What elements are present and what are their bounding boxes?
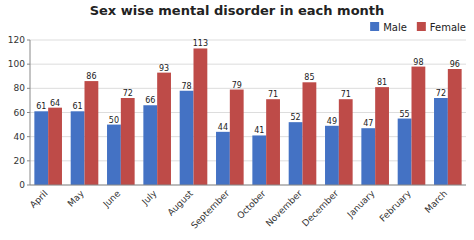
bar xyxy=(448,69,462,185)
data-label: 72 xyxy=(436,89,446,98)
grid-line xyxy=(30,185,466,186)
data-label: 86 xyxy=(86,72,96,81)
bar xyxy=(289,122,303,185)
data-label: 113 xyxy=(193,39,208,48)
bar xyxy=(339,99,353,185)
x-tick-label: September xyxy=(189,188,231,230)
grid-line xyxy=(30,40,466,41)
data-label: 55 xyxy=(400,110,410,119)
legend-label: Female xyxy=(430,22,466,33)
x-tick-label: December xyxy=(300,188,340,228)
x-axis xyxy=(30,185,466,186)
y-tick-label: 60 xyxy=(14,108,26,118)
data-label: 96 xyxy=(450,60,460,69)
chart: Sex wise mental disorder in each month 0 2… xyxy=(0,0,474,240)
data-label: 72 xyxy=(123,89,133,98)
bar xyxy=(71,111,85,185)
x-tick-label: November xyxy=(264,188,304,228)
legend-label: Male xyxy=(383,22,407,33)
bar xyxy=(325,126,339,185)
bar xyxy=(434,98,448,185)
x-tick-label: October xyxy=(235,188,268,221)
data-label: 52 xyxy=(291,113,301,122)
x-tick-label: March xyxy=(423,188,449,214)
legend: Male Female xyxy=(370,22,466,33)
bar xyxy=(85,81,99,185)
x-tick-label: February xyxy=(378,188,414,224)
y-tick-label: 0 xyxy=(19,180,25,190)
x-tick-label: April xyxy=(28,188,50,210)
bar xyxy=(180,91,194,185)
legend-swatch xyxy=(370,22,379,31)
x-tick-label: May xyxy=(66,188,87,209)
y-tick-label: 120 xyxy=(8,35,25,45)
data-label: 50 xyxy=(109,116,119,125)
y-tick-label: 100 xyxy=(8,59,25,69)
title: Sex wise mental disorder in each month xyxy=(90,3,385,18)
grid-line xyxy=(30,64,466,65)
bar xyxy=(143,105,157,185)
bar xyxy=(216,132,230,185)
data-label: 49 xyxy=(327,117,337,126)
data-labels: 61 61 50 66 78 44 41 52 49 47 55 72 64 86 72 93 113 79 71 8… xyxy=(36,39,460,135)
bar xyxy=(34,111,48,185)
bar xyxy=(361,128,375,185)
data-label: 71 xyxy=(341,90,351,99)
data-label: 61 xyxy=(73,102,83,111)
x-tick-label: July xyxy=(139,188,159,208)
y-tick-label: 80 xyxy=(14,83,26,93)
bar xyxy=(398,119,412,185)
bars xyxy=(34,48,461,185)
data-label: 41 xyxy=(254,126,264,135)
bar xyxy=(412,67,426,185)
bar xyxy=(375,87,389,185)
bar xyxy=(252,135,266,185)
data-label: 78 xyxy=(182,82,192,91)
bar xyxy=(121,98,135,185)
data-label: 66 xyxy=(145,96,155,105)
bar xyxy=(303,82,317,185)
x-tick-label: June xyxy=(101,188,123,210)
data-label: 44 xyxy=(218,123,228,132)
data-label: 98 xyxy=(413,58,423,67)
y-tick-label: 40 xyxy=(14,132,26,142)
data-label: 61 xyxy=(36,102,46,111)
data-label: 85 xyxy=(304,73,314,82)
bar xyxy=(48,108,62,185)
data-label: 64 xyxy=(50,99,60,108)
data-label: 71 xyxy=(268,90,278,99)
x-tick-label: August xyxy=(166,188,196,218)
bar xyxy=(157,73,171,185)
y-tick-label: 20 xyxy=(14,156,26,166)
x-tick-label: January xyxy=(345,188,377,220)
bar xyxy=(194,48,208,185)
bar xyxy=(230,90,244,185)
data-label: 93 xyxy=(159,64,169,73)
bar xyxy=(107,125,121,185)
bar xyxy=(266,99,280,185)
legend-swatch xyxy=(417,22,426,31)
y-axis xyxy=(30,40,31,185)
data-label: 79 xyxy=(232,81,242,90)
data-label: 81 xyxy=(377,78,387,87)
data-label: 47 xyxy=(363,119,373,128)
